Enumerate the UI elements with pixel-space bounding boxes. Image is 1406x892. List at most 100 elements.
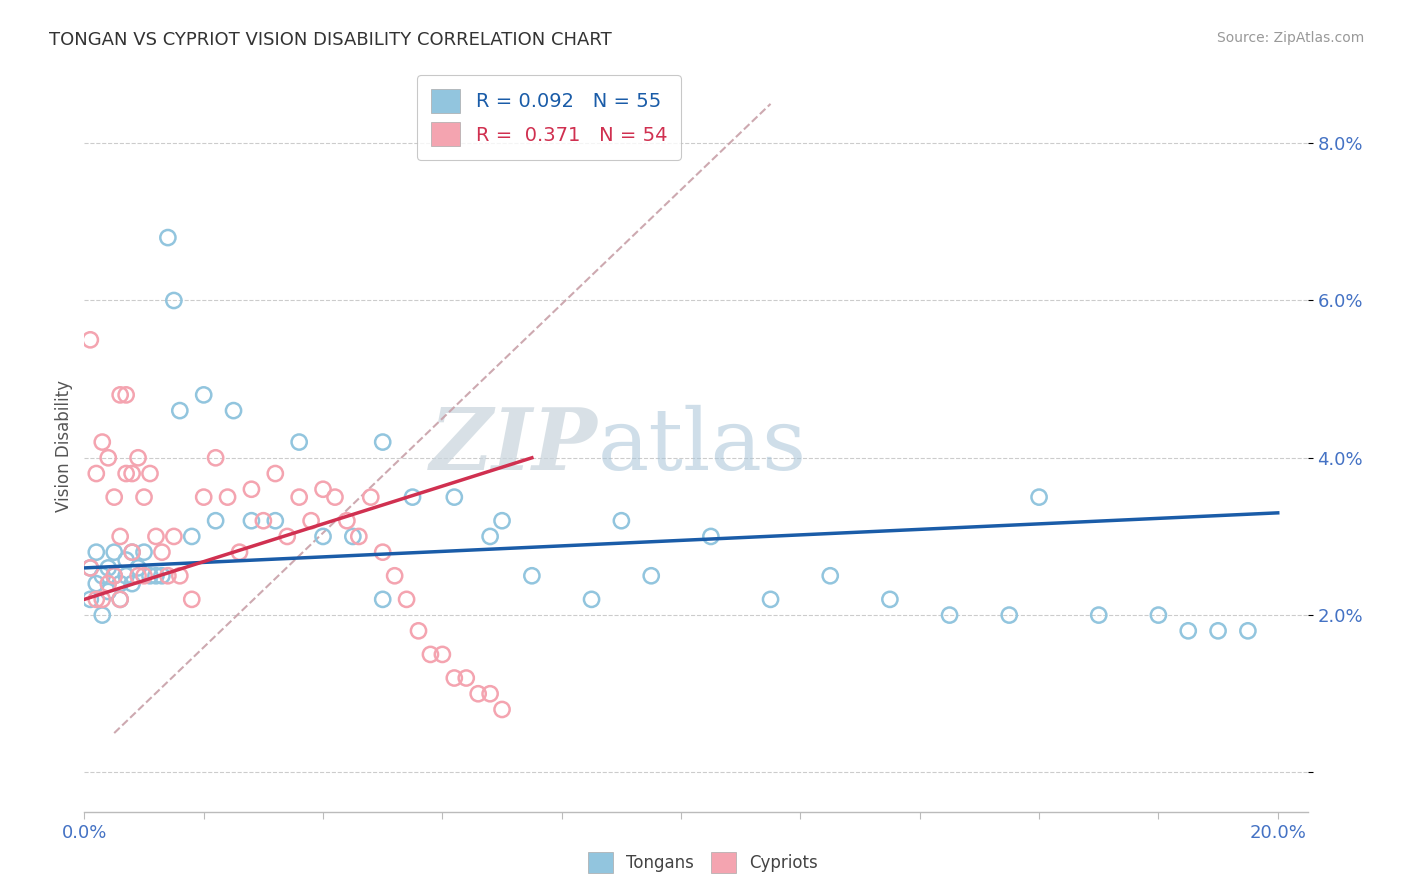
- Point: [408, 624, 430, 638]
- Point: [169, 568, 191, 582]
- Point: [108, 592, 131, 607]
- Point: [193, 490, 215, 504]
- Point: [879, 592, 901, 607]
- Point: [1177, 624, 1199, 638]
- Point: [479, 529, 502, 543]
- Point: [1147, 608, 1170, 623]
- Point: [150, 545, 173, 559]
- Point: [312, 529, 335, 543]
- Point: [938, 608, 960, 623]
- Point: [132, 545, 155, 559]
- Point: [108, 388, 131, 402]
- Point: [108, 529, 131, 543]
- Y-axis label: Vision Disability: Vision Disability: [55, 380, 73, 512]
- Point: [1028, 490, 1050, 504]
- Point: [84, 467, 107, 481]
- Point: [998, 608, 1021, 623]
- Point: [479, 687, 502, 701]
- Point: [323, 490, 346, 504]
- Point: [121, 545, 143, 559]
- Point: [1087, 608, 1109, 623]
- Point: [347, 529, 370, 543]
- Point: [84, 592, 107, 607]
- Point: [97, 561, 120, 575]
- Point: [108, 576, 131, 591]
- Text: atlas: atlas: [598, 404, 807, 488]
- Point: [336, 514, 359, 528]
- Point: [610, 514, 633, 528]
- Text: Source: ZipAtlas.com: Source: ZipAtlas.com: [1216, 31, 1364, 45]
- Point: [115, 388, 138, 402]
- Point: [759, 592, 782, 607]
- Point: [108, 592, 131, 607]
- Point: [342, 529, 364, 543]
- Point: [276, 529, 298, 543]
- Point: [150, 568, 173, 582]
- Point: [228, 545, 250, 559]
- Point: [371, 435, 394, 450]
- Legend: R = 0.092   N = 55, R =  0.371   N = 54: R = 0.092 N = 55, R = 0.371 N = 54: [418, 75, 681, 160]
- Point: [818, 568, 841, 582]
- Point: [384, 568, 406, 582]
- Point: [419, 648, 441, 662]
- Point: [132, 568, 155, 582]
- Point: [700, 529, 723, 543]
- Point: [193, 388, 215, 402]
- Point: [222, 403, 245, 417]
- Point: [640, 568, 662, 582]
- Point: [395, 592, 418, 607]
- Point: [299, 514, 322, 528]
- Point: [121, 467, 143, 481]
- Point: [103, 568, 125, 582]
- Point: [360, 490, 382, 504]
- Point: [204, 450, 226, 465]
- Point: [288, 490, 311, 504]
- Point: [1206, 624, 1229, 638]
- Point: [84, 576, 107, 591]
- Point: [371, 545, 394, 559]
- Point: [91, 592, 114, 607]
- Text: TONGAN VS CYPRIOT VISION DISABILITY CORRELATION CHART: TONGAN VS CYPRIOT VISION DISABILITY CORR…: [49, 31, 612, 49]
- Point: [443, 490, 465, 504]
- Point: [491, 514, 513, 528]
- Point: [145, 529, 167, 543]
- Point: [79, 333, 101, 347]
- Point: [443, 671, 465, 685]
- Point: [312, 482, 335, 496]
- Point: [127, 568, 149, 582]
- Point: [264, 514, 287, 528]
- Point: [432, 648, 454, 662]
- Point: [581, 592, 603, 607]
- Point: [467, 687, 489, 701]
- Point: [115, 568, 138, 582]
- Point: [139, 467, 162, 481]
- Point: [139, 568, 162, 582]
- Point: [180, 592, 202, 607]
- Point: [127, 450, 149, 465]
- Point: [79, 561, 101, 575]
- Point: [91, 568, 114, 582]
- Point: [217, 490, 239, 504]
- Point: [264, 467, 287, 481]
- Point: [91, 608, 114, 623]
- Text: ZIP: ZIP: [430, 404, 598, 488]
- Legend: Tongans, Cypriots: Tongans, Cypriots: [581, 846, 825, 880]
- Point: [163, 529, 186, 543]
- Point: [1237, 624, 1260, 638]
- Point: [288, 435, 311, 450]
- Point: [240, 514, 263, 528]
- Point: [156, 230, 179, 244]
- Point: [103, 568, 125, 582]
- Point: [401, 490, 423, 504]
- Point: [84, 545, 107, 559]
- Point: [121, 576, 143, 591]
- Point: [91, 435, 114, 450]
- Point: [240, 482, 263, 496]
- Point: [127, 561, 149, 575]
- Point: [204, 514, 226, 528]
- Point: [132, 490, 155, 504]
- Point: [520, 568, 543, 582]
- Point: [115, 553, 138, 567]
- Point: [456, 671, 478, 685]
- Point: [156, 568, 179, 582]
